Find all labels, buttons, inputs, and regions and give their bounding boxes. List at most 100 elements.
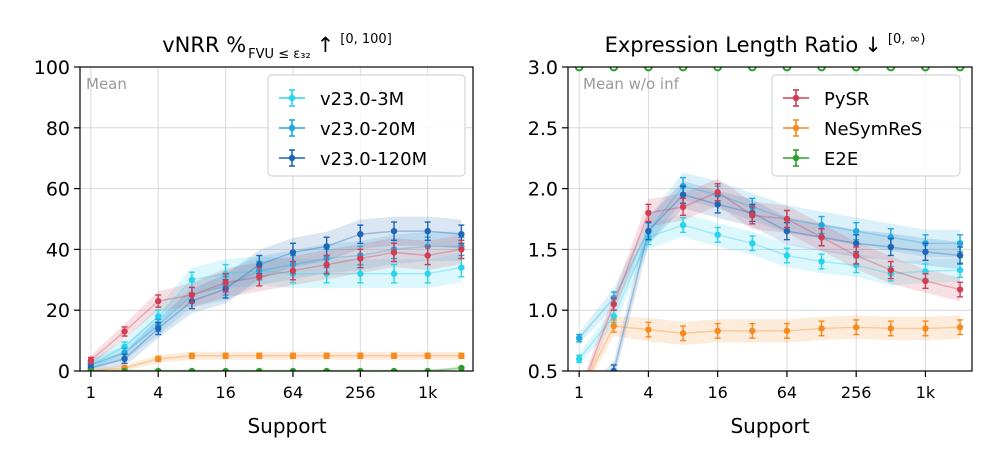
legend-item-pysr: PySR [783, 89, 869, 110]
point-pysr [645, 203, 652, 223]
point-e2e [678, 67, 688, 72]
y-tick-label: 40 [46, 239, 70, 261]
band-v23-0-120m [603, 181, 961, 371]
legend-item-e2e: E2E [783, 149, 858, 170]
line-pysr [90, 248, 462, 361]
point-v23-0-120m [424, 221, 431, 241]
line-v23-0-3m [578, 224, 961, 360]
point-e2e [188, 367, 196, 371]
point-nesymres [256, 352, 263, 359]
point-v23-0-120m [323, 236, 330, 257]
x-tick-label: 4 [153, 383, 163, 402]
x-axis-label: Support [247, 414, 326, 438]
point-pysr [222, 273, 229, 293]
legend-box [771, 74, 961, 177]
point-nesymres [818, 320, 825, 337]
point-e2e [87, 367, 95, 371]
chart-title: Expression Length Ratio ↓ [0, ∞) [605, 32, 926, 57]
point-e2e [289, 367, 297, 371]
x-tick-label: 256 [841, 383, 872, 402]
x-tick-label: 4 [643, 383, 653, 402]
legend-label: E2E [824, 149, 858, 170]
point-pysr [188, 286, 196, 304]
confidence-bands [579, 172, 961, 371]
point-v23-0-3m [783, 247, 791, 264]
point-v23-0-120m [645, 221, 652, 241]
point-e2e [817, 67, 826, 72]
point-nesymres [783, 322, 791, 339]
corner-note: Mean w/o inf [583, 75, 680, 93]
point-nesymres [749, 322, 756, 339]
confidence-bands [90, 216, 462, 371]
point-pysr [783, 209, 791, 229]
point-v23-0-120m [155, 321, 162, 336]
point-pysr [818, 228, 825, 247]
point-nesymres [155, 355, 162, 363]
point-pysr [610, 297, 617, 311]
x-axis-label: Support [730, 414, 809, 438]
point-nesymres [922, 320, 929, 337]
y-axis-ticks: 0.5 1.0 1.5 2.0 2.5 3.0 [528, 57, 568, 383]
legend: v23.0-3M v23.0-20M v23.0-120M [267, 74, 466, 177]
point-pysr [357, 248, 364, 269]
x-tick-label: 16 [215, 383, 235, 402]
y-tick-label: 1.5 [528, 239, 558, 261]
point-e2e [644, 67, 653, 72]
point-pysr [424, 245, 431, 266]
point-pysr [289, 260, 297, 281]
line-v23-0-20m [578, 185, 961, 339]
line-v23-0-20m [90, 245, 462, 366]
point-v23-0-120m [956, 246, 964, 265]
x-axis-ticks: 1 4 16 64 256 1k [574, 371, 936, 402]
point-e2e [323, 367, 330, 371]
point-v23-0-20m [575, 333, 583, 343]
point-nesymres [956, 319, 964, 336]
point-nesymres [357, 352, 364, 359]
x-tick-label: 1k [916, 383, 936, 402]
point-e2e [921, 67, 930, 72]
y-tick-label: 3.0 [528, 57, 558, 79]
y-tick-label: 20 [46, 300, 70, 322]
band-v23-0-120m [90, 216, 462, 371]
point-v23-0-20m [852, 221, 860, 241]
legend-label: v23.0-120M [320, 149, 427, 170]
point-nesymres [222, 352, 229, 359]
point-nesymres [852, 319, 860, 336]
legend-item-v23-0-20m: v23.0-20M [279, 119, 416, 140]
point-nesymres [188, 352, 196, 359]
point-pysr [155, 294, 162, 308]
point-e2e [782, 67, 792, 72]
chart-panel-vnrr: vNRR % FVU ≤ ε₃₂ ↑ [0, 100] 1 4 16 64 256 1k 0 20… [34, 32, 474, 438]
x-tick-label: 1k [418, 383, 438, 402]
x-tick-label: 256 [345, 383, 376, 402]
point-e2e [747, 67, 757, 72]
point-pysr [749, 206, 756, 225]
point-v23-0-120m [922, 242, 929, 262]
chart-panel-length-ratio: Expression Length Ratio ↓ [0, ∞) 1 4 16 64 256… [528, 32, 973, 438]
point-v23-0-120m [610, 364, 617, 371]
point-v23-0-3m [749, 235, 756, 252]
legend-label: NeSymReS [824, 119, 922, 140]
point-v23-0-3m [714, 226, 721, 243]
point-nesymres [289, 352, 297, 359]
point-v23-0-120m [121, 353, 128, 365]
point-pysr [922, 273, 929, 290]
point-pysr [679, 197, 687, 217]
y-tick-label: 0.5 [528, 361, 558, 383]
band-v23-0-20m [90, 231, 462, 370]
point-e2e [955, 67, 965, 72]
point-e2e [458, 364, 465, 371]
line-nesymres [590, 325, 961, 371]
data-points [87, 221, 465, 371]
point-pysr [714, 183, 721, 202]
y-tick-label: 1.0 [528, 300, 558, 322]
legend: PySR NeSymReS E2E [771, 74, 961, 177]
point-v23-0-120m [357, 224, 364, 245]
legend-item-nesymres: NeSymReS [783, 119, 922, 140]
point-pysr [390, 242, 398, 263]
band-v23-0-3m [90, 253, 462, 370]
data-points [574, 67, 965, 371]
band-v23-0-20m [579, 172, 961, 345]
point-nesymres [323, 352, 330, 359]
point-pysr [887, 260, 895, 280]
